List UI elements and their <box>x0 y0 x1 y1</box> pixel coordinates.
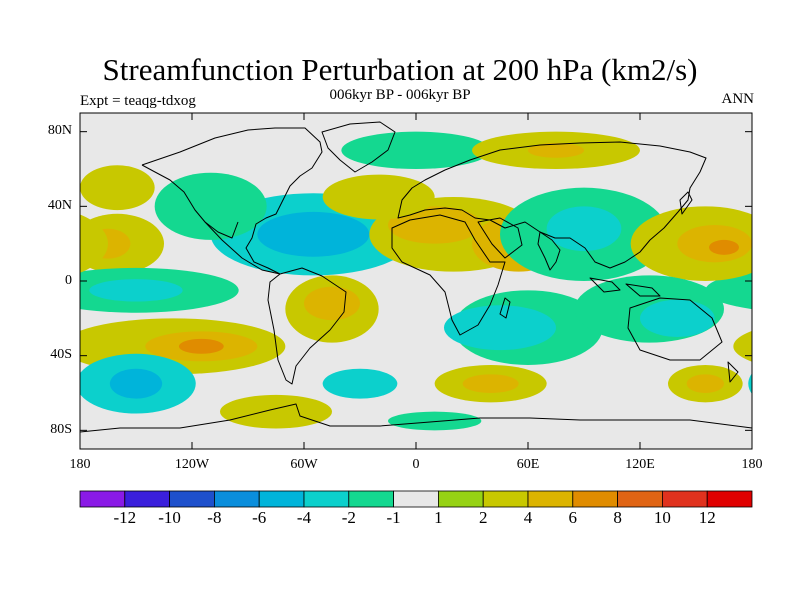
season-label: ANN <box>721 91 755 107</box>
plot-subtitle: 006kyr BP - 006kyr BP <box>329 87 471 103</box>
contour-antarctic-low <box>388 411 482 431</box>
madagascar-coast <box>499 297 511 319</box>
colorbar-box <box>258 490 305 508</box>
colorbar-box <box>527 490 574 508</box>
contour-n-atlantic-subpolar-high <box>322 174 435 220</box>
contour-s-pacific-high-peak <box>178 338 224 354</box>
colorbar-label: 6 <box>568 508 578 527</box>
contour-nw-pacific-high-peak <box>709 239 739 255</box>
contour-asia-low-core <box>546 206 622 252</box>
colorbar-box <box>393 490 439 508</box>
contour-indian-ocean-low-core <box>444 305 556 351</box>
eurasia-coast <box>397 141 707 269</box>
japan-coast <box>679 191 693 215</box>
colorbar <box>79 490 753 508</box>
arabian-coast <box>477 217 523 259</box>
contour-tropical-pacific-low-core <box>89 279 183 302</box>
contour-n-pacific-high <box>752 165 800 210</box>
colorbar-label: 2 <box>478 508 488 527</box>
antarctica-coast <box>80 403 752 433</box>
colorbar-box <box>572 490 618 508</box>
lon-label-120e: 120E <box>625 457 655 472</box>
colorbar-box <box>437 490 484 508</box>
colorbar-label: -6 <box>252 508 267 527</box>
colorbar-box <box>706 490 753 508</box>
contour-s-pacific-low-core <box>109 368 163 399</box>
lon-label-180w: 180 <box>69 457 91 472</box>
lon-label-120w: 120W <box>174 457 210 472</box>
colorbar-label: 12 <box>698 508 716 527</box>
lat-label-40n: 40N <box>47 198 72 213</box>
colorbar-label: 10 <box>653 508 671 527</box>
greenland-coast <box>321 121 396 173</box>
north-america-coast <box>141 127 323 275</box>
coastlines <box>80 121 752 433</box>
australia-coast <box>627 297 723 361</box>
new-zealand-coast <box>727 361 739 383</box>
colorbar-box <box>213 490 260 508</box>
contour-field <box>5 131 800 431</box>
contour-siberia-high-core <box>528 142 584 158</box>
contour-s-atlantic-low <box>322 368 398 399</box>
lat-label-80n: 80N <box>47 123 72 138</box>
lat-label-80s: 80S <box>50 422 72 437</box>
contour-maritime-low-core <box>640 299 715 338</box>
contour-n-pacific-high <box>80 165 155 211</box>
lat-label-40s: 40S <box>50 347 72 362</box>
indonesia-coast <box>589 277 661 297</box>
lon-label-180e: 180 <box>741 457 763 472</box>
colorbar-box <box>124 490 171 508</box>
colorbar-box <box>303 490 350 508</box>
colorbar-box <box>617 490 663 508</box>
contour-nw-pacific-high <box>80 214 108 273</box>
contour-s-pacific-west-high-core <box>686 374 724 393</box>
contour-n-atlantic-low-core <box>257 211 370 257</box>
colorbar-box <box>482 490 529 508</box>
colorbar-box <box>348 490 394 508</box>
colorbar-label: -2 <box>341 508 356 527</box>
contour-nw-pacific-high-core <box>5 225 80 262</box>
lon-label-60w: 60W <box>290 457 318 472</box>
contour-n-america-low <box>154 172 267 240</box>
central-america-coast <box>204 221 281 275</box>
india-coast <box>537 231 561 271</box>
colorbar-box <box>662 490 708 508</box>
contour-n-africa-high-core <box>388 206 482 244</box>
contour-antarctic-high <box>220 394 332 429</box>
colorbar-label: 4 <box>523 508 533 527</box>
colorbar-label: -10 <box>158 508 181 527</box>
contour-south-america-high-core <box>304 286 360 321</box>
south-america-coast <box>267 267 347 385</box>
contour-europe-low <box>341 131 491 169</box>
colorbar-label: -8 <box>207 508 222 527</box>
contour-s-indian-high-core <box>462 374 519 393</box>
colorbar-box <box>79 490 126 508</box>
colorbar-box <box>169 490 215 508</box>
experiment-label: Expt = teaqg-tdxog <box>80 93 196 109</box>
colorbar-label: -12 <box>113 508 137 527</box>
africa-coast <box>391 214 506 336</box>
lat-label-0: 0 <box>65 273 72 288</box>
contour-s-pacific-low <box>748 373 752 395</box>
map-frame <box>79 112 753 450</box>
colorbar-label: 1 <box>434 508 443 527</box>
colorbar-label: -4 <box>296 508 312 527</box>
lon-label-0: 0 <box>412 457 420 472</box>
lon-label-60e: 60E <box>516 457 540 472</box>
colorbar-label: -1 <box>386 508 401 527</box>
colorbar-label: 8 <box>613 508 622 527</box>
contour-s-pacific-high <box>733 330 752 362</box>
plot-title: Streamfunction Perturbation at 200 hPa (… <box>102 52 698 87</box>
